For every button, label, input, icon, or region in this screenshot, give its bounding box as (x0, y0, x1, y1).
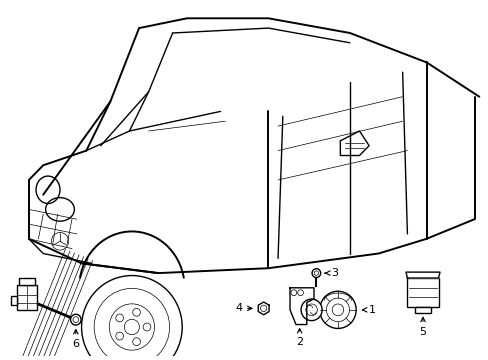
Bar (17, 285, 37, 310)
Bar (414, 307, 430, 313)
Text: 1: 1 (362, 305, 375, 315)
Text: 3: 3 (325, 268, 337, 278)
Circle shape (81, 275, 182, 360)
Bar (407, 278, 438, 307)
Circle shape (311, 269, 320, 278)
Circle shape (319, 291, 355, 328)
Bar (19, 278, 35, 285)
Text: 5: 5 (419, 317, 426, 337)
Text: 6: 6 (72, 329, 79, 349)
Text: 2: 2 (295, 329, 303, 347)
Circle shape (301, 299, 322, 321)
Bar (11, 296, 17, 305)
Text: 4: 4 (235, 303, 251, 313)
Circle shape (70, 314, 81, 325)
Polygon shape (405, 272, 439, 278)
Polygon shape (258, 302, 268, 315)
Polygon shape (289, 288, 313, 325)
